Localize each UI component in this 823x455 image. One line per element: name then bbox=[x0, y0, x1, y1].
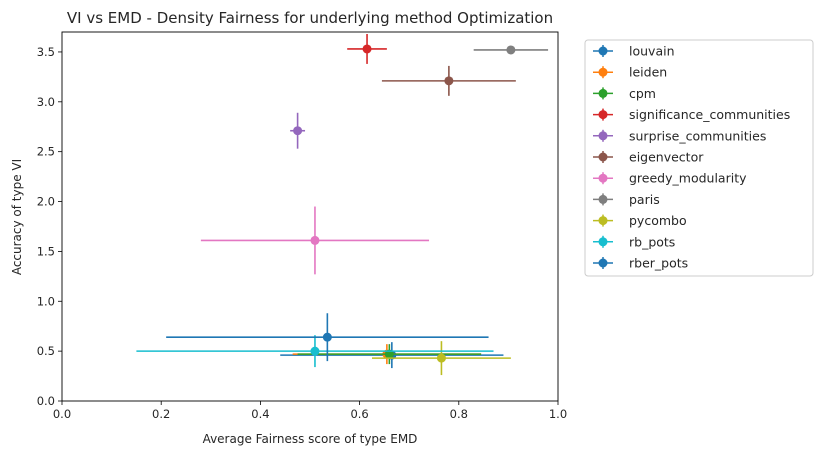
x-axis-ticks: 0.0 0.2 0.4 0.6 0.8 1.0 bbox=[53, 401, 567, 421]
legend-label: greedy_modularity bbox=[629, 171, 747, 186]
legend-entry-paris: paris bbox=[593, 192, 660, 207]
data-point-eigenvector bbox=[381, 65, 516, 96]
plot-area bbox=[136, 33, 549, 376]
legend-entry-rb_pots: rb_pots bbox=[593, 234, 675, 249]
data-point-rb_pots bbox=[136, 335, 494, 368]
x-tick-label: 0.0 bbox=[53, 407, 71, 421]
x-tick-label: 0.4 bbox=[251, 407, 269, 421]
x-tick-label: 0.6 bbox=[350, 407, 368, 421]
legend-entry-rber_pots: rber_pots bbox=[593, 256, 688, 271]
y-tick-label: 1.0 bbox=[37, 294, 55, 308]
legend-marker bbox=[598, 110, 608, 120]
legend-marker bbox=[598, 173, 608, 183]
data-point-marker bbox=[310, 235, 320, 245]
y-tick-label: 3.5 bbox=[37, 45, 55, 59]
legend-marker bbox=[598, 131, 608, 141]
legend-entry-surprise_communities: surprise_communities bbox=[593, 128, 766, 143]
legend-label: rber_pots bbox=[629, 256, 688, 271]
y-tick-label: 1.5 bbox=[37, 244, 55, 258]
legend-label: eigenvector bbox=[629, 150, 704, 165]
x-tick-label: 0.2 bbox=[152, 407, 170, 421]
y-tick-label: 2.5 bbox=[37, 145, 55, 159]
legend-label: rb_pots bbox=[629, 234, 675, 249]
legend-marker bbox=[598, 258, 608, 268]
data-point-paris bbox=[473, 45, 549, 55]
data-point-marker bbox=[310, 346, 320, 356]
legend-label: surprise_communities bbox=[629, 128, 766, 143]
y-tick-label: 3.0 bbox=[37, 95, 55, 109]
chart-title: VI vs EMD - Density Fairness for underly… bbox=[67, 9, 553, 27]
legend-entry-greedy_modularity: greedy_modularity bbox=[593, 171, 747, 186]
data-point-marker bbox=[506, 45, 516, 55]
data-point-marker bbox=[436, 353, 446, 363]
legend-marker bbox=[598, 67, 608, 77]
legend-marker bbox=[598, 152, 608, 162]
legend-marker bbox=[598, 194, 608, 204]
legend-entry-leiden: leiden bbox=[593, 65, 667, 80]
legend: louvain leiden cpm significance_communities… bbox=[584, 39, 814, 277]
legend-box bbox=[584, 39, 814, 277]
x-tick-label: 1.0 bbox=[549, 407, 567, 421]
legend-label: pycombo bbox=[629, 213, 687, 228]
plot-frame bbox=[61, 31, 559, 402]
data-point-rber_pots bbox=[166, 313, 489, 362]
legend-marker bbox=[598, 46, 608, 56]
legend-entry-louvain: louvain bbox=[593, 44, 675, 59]
y-tick-label: 0.0 bbox=[37, 394, 55, 408]
x-axis-label: Average Fairness score of type EMD bbox=[203, 432, 418, 446]
legend-entry-cpm: cpm bbox=[593, 86, 656, 101]
y-axis-ticks: 0.0 0.5 1.0 1.5 2.0 2.5 3.0 3.5 bbox=[37, 45, 62, 408]
legend-label: cpm bbox=[629, 86, 656, 101]
y-tick-label: 2.0 bbox=[37, 195, 55, 209]
data-point-marker bbox=[293, 126, 303, 136]
data-point-marker bbox=[444, 76, 454, 86]
legend-entry-significance_communities: significance_communities bbox=[593, 107, 790, 122]
legend-label: significance_communities bbox=[629, 107, 790, 122]
legend-entry-eigenvector: eigenvector bbox=[593, 150, 704, 165]
legend-marker bbox=[598, 237, 608, 247]
legend-entry-pycombo: pycombo bbox=[593, 213, 687, 228]
data-point-pycombo bbox=[372, 341, 511, 376]
data-point-greedy_modularity bbox=[200, 206, 430, 275]
data-point-surprise_communities bbox=[290, 112, 306, 149]
x-tick-label: 0.8 bbox=[450, 407, 468, 421]
legend-marker bbox=[598, 216, 608, 226]
data-point-significance_communities bbox=[347, 33, 387, 64]
data-point-marker bbox=[362, 44, 372, 54]
legend-label: leiden bbox=[629, 65, 667, 80]
data-point-marker bbox=[322, 332, 332, 342]
legend-label: paris bbox=[629, 192, 660, 207]
data-point-cpm bbox=[297, 344, 482, 365]
legend-marker bbox=[598, 88, 608, 98]
y-tick-label: 0.5 bbox=[37, 344, 55, 358]
y-axis-label: Accuracy of type VI bbox=[10, 159, 24, 275]
legend-label: louvain bbox=[629, 44, 675, 59]
